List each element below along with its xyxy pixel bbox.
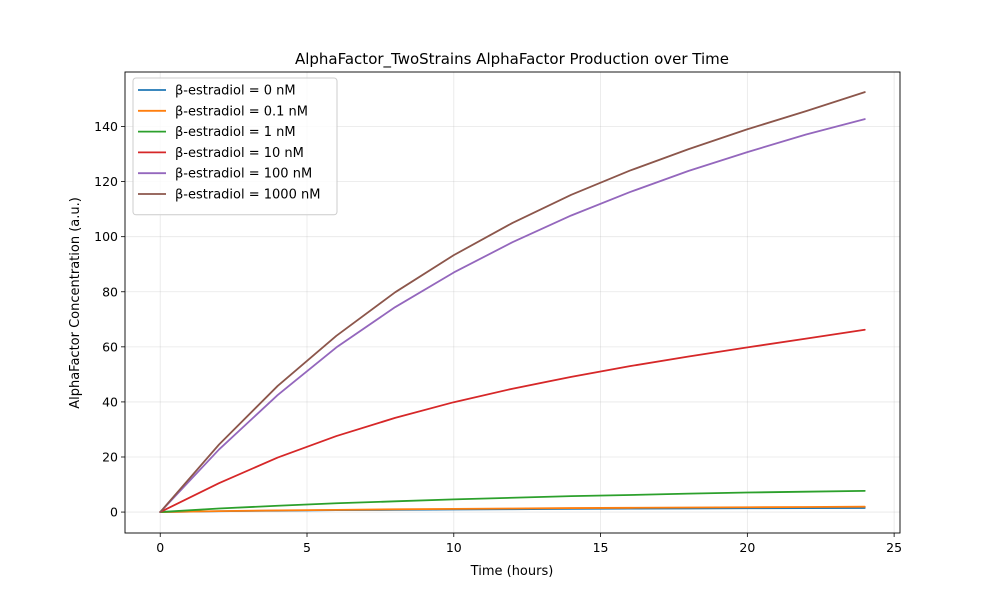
legend-label: β-estradiol = 1 nM	[175, 125, 296, 140]
y-tick-label: 20	[102, 449, 118, 464]
legend-label: β-estradiol = 0.1 nM	[175, 104, 308, 119]
legend-label: β-estradiol = 10 nM	[175, 146, 304, 161]
x-tick-label: 5	[303, 540, 311, 555]
y-tick-label: 0	[110, 505, 118, 520]
legend-label: β-estradiol = 100 nM	[175, 167, 312, 182]
series-lines	[159, 91, 866, 513]
y-tick-label: 120	[94, 174, 118, 189]
y-tick-label: 100	[94, 229, 118, 244]
y-axis-ticks: 0 20 40 60 80 100 120 140	[94, 119, 125, 520]
y-tick-label: 40	[102, 394, 118, 409]
legend-box	[132, 77, 338, 216]
x-tick-label: 15	[593, 540, 609, 555]
y-tick-label: 80	[102, 284, 118, 299]
series-line	[159, 118, 866, 513]
grid	[125, 72, 900, 533]
x-axis-label: Time (hours)	[470, 564, 554, 579]
series-line	[159, 505, 866, 513]
x-axis-ticks: 0 5 10 15 20 25	[156, 533, 902, 555]
x-tick-label: 25	[886, 540, 902, 555]
y-axis-label: AlphaFactor Concentration (a.u.)	[68, 197, 83, 409]
y-tick-label: 60	[102, 339, 118, 354]
legend-label: β-estradiol = 0 nM	[175, 84, 296, 99]
series-line	[159, 91, 866, 513]
y-tick-label: 140	[94, 119, 118, 134]
x-tick-label: 0	[156, 540, 164, 555]
legend: β-estradiol = 0 nM β-estradiol = 0.1 nM β-…	[132, 77, 338, 216]
x-tick-label: 20	[739, 540, 755, 555]
plot-frame	[124, 71, 901, 534]
chart-title: AlphaFactor_TwoStrains AlphaFactor Produ…	[295, 50, 729, 69]
x-tick-label: 10	[446, 540, 462, 555]
series-line	[159, 328, 866, 513]
series-line	[159, 489, 866, 513]
legend-label: β-estradiol = 1000 nM	[175, 188, 320, 203]
